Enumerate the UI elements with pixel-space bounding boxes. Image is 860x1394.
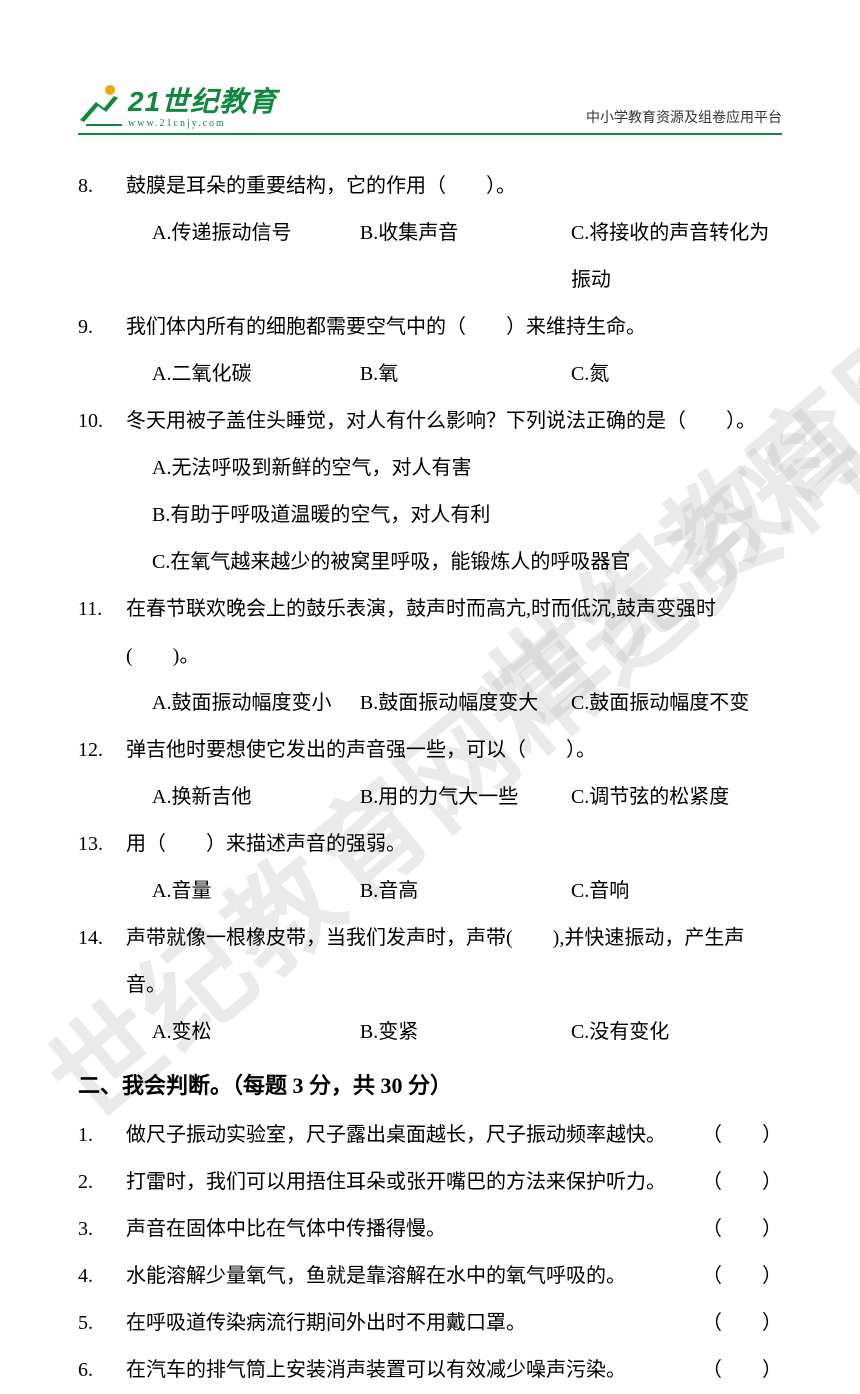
section-title: 二、我会判断。（每题 3 分，共 30 分） bbox=[78, 1060, 782, 1112]
judgment-row: 1. 做尺子振动实验室，尺子露出桌面越长，尺子振动频率越快。 （ ） bbox=[78, 1112, 782, 1159]
option-b: B.鼓面振动幅度变大 bbox=[360, 680, 571, 727]
option-c: C.在氧气越来越少的被窝里呼吸，能锻炼人的呼吸器官 bbox=[78, 539, 782, 586]
question-row: 9. 我们体内所有的细胞都需要空气中的（ ）来维持生命。 bbox=[78, 304, 782, 351]
question-text: 用（ ）来描述声音的强弱。 bbox=[126, 821, 782, 868]
judgment-row: 4. 水能溶解少量氧气，鱼就是靠溶解在水中的氧气呼吸的。 （ ） bbox=[78, 1253, 782, 1300]
question-number: 13. bbox=[78, 821, 126, 868]
judgment-text: 水能溶解少量氧气，鱼就是靠溶解在水中的氧气呼吸的。 bbox=[126, 1253, 672, 1300]
option-b: B.变紧 bbox=[360, 1009, 571, 1056]
question-row: 13. 用（ ）来描述声音的强弱。 bbox=[78, 821, 782, 868]
question-number: 3. bbox=[78, 1206, 126, 1253]
logo-text: 21世纪教育 www.21cnjy.com bbox=[128, 80, 277, 129]
judgment-row: 6. 在汽车的排气筒上安装消声装置可以有效减少噪声污染。 （ ） bbox=[78, 1347, 782, 1394]
option-b: B.有助于呼吸道温暖的空气，对人有利 bbox=[78, 492, 782, 539]
option-a: A.变松 bbox=[152, 1009, 360, 1056]
question-number: 12. bbox=[78, 727, 126, 774]
option-c: C.没有变化 bbox=[571, 1009, 781, 1056]
judgment-blank: （ ） bbox=[672, 1300, 782, 1347]
judgment-blank: （ ） bbox=[672, 1253, 782, 1300]
question-number: 14. bbox=[78, 915, 126, 1009]
judgment-text: 在汽车的排气筒上安装消声装置可以有效减少噪声污染。 bbox=[126, 1347, 672, 1394]
options-row: A.传递振动信号 B.收集声音 C.将接收的声音转化为振动 bbox=[78, 210, 782, 304]
judgment-row: 3. 声音在固体中比在气体中传播得慢。 （ ） bbox=[78, 1206, 782, 1253]
question-number: 8. bbox=[78, 163, 126, 210]
judgment-text: 在呼吸道传染病流行期间外出时不用戴口罩。 bbox=[126, 1300, 672, 1347]
page-content: 8. 鼓膜是耳朵的重要结构，它的作用（ ）。 A.传递振动信号 B.收集声音 C… bbox=[0, 135, 860, 1394]
option-a: A.无法呼吸到新鲜的空气，对人有害 bbox=[78, 445, 782, 492]
option-c: C.调节弦的松紧度 bbox=[571, 774, 781, 821]
question-text: 我们体内所有的细胞都需要空气中的（ ）来维持生命。 bbox=[126, 304, 782, 351]
question-number: 11. bbox=[78, 586, 126, 680]
option-a: A.传递振动信号 bbox=[152, 210, 360, 304]
option-b: B.音高 bbox=[360, 868, 571, 915]
option-c: C.将接收的声音转化为振动 bbox=[571, 210, 781, 304]
option-a: A.二氧化碳 bbox=[152, 351, 360, 398]
judgment-text: 打雷时，我们可以用捂住耳朵或张开嘴巴的方法来保护听力。 bbox=[126, 1159, 672, 1206]
runner-icon bbox=[78, 82, 124, 128]
question-number: 10. bbox=[78, 398, 126, 445]
question-text: 在春节联欢晚会上的鼓乐表演，鼓声时而高亢,时而低沉,鼓声变强时( )。 bbox=[126, 586, 782, 680]
question-number: 2. bbox=[78, 1159, 126, 1206]
option-c: C.鼓面振动幅度不变 bbox=[571, 680, 781, 727]
question-row: 8. 鼓膜是耳朵的重要结构，它的作用（ ）。 bbox=[78, 163, 782, 210]
options-row: A.鼓面振动幅度变小 B.鼓面振动幅度变大 C.鼓面振动幅度不变 bbox=[78, 680, 782, 727]
question-number: 6. bbox=[78, 1347, 126, 1394]
judgment-blank: （ ） bbox=[672, 1347, 782, 1394]
judgment-blank: （ ） bbox=[672, 1112, 782, 1159]
option-b: B.收集声音 bbox=[360, 210, 571, 304]
page-header: 21世纪教育 www.21cnjy.com 中小学教育资源及组卷应用平台 bbox=[0, 0, 860, 129]
question-number: 5. bbox=[78, 1300, 126, 1347]
question-text: 声带就像一根橡皮带，当我们发声时，声带( ),并快速振动，产生声音。 bbox=[126, 915, 782, 1009]
judgment-row: 5. 在呼吸道传染病流行期间外出时不用戴口罩。 （ ） bbox=[78, 1300, 782, 1347]
question-number: 9. bbox=[78, 304, 126, 351]
options-row: A.换新吉他 B.用的力气大一些 C.调节弦的松紧度 bbox=[78, 774, 782, 821]
judgment-blank: （ ） bbox=[672, 1159, 782, 1206]
options-row: A.变松 B.变紧 C.没有变化 bbox=[78, 1009, 782, 1056]
question-text: 弹吉他时要想使它发出的声音强一些，可以（ ）。 bbox=[126, 727, 782, 774]
judgment-text: 声音在固体中比在气体中传播得慢。 bbox=[126, 1206, 672, 1253]
question-row: 14. 声带就像一根橡皮带，当我们发声时，声带( ),并快速振动，产生声音。 bbox=[78, 915, 782, 1009]
option-a: A.换新吉他 bbox=[152, 774, 360, 821]
question-text: 冬天用被子盖住头睡觉，对人有什么影响？下列说法正确的是（ ）。 bbox=[126, 398, 782, 445]
question-row: 10. 冬天用被子盖住头睡觉，对人有什么影响？下列说法正确的是（ ）。 bbox=[78, 398, 782, 445]
logo-title: 21世纪教育 bbox=[128, 80, 277, 120]
judgment-row: 2. 打雷时，我们可以用捂住耳朵或张开嘴巴的方法来保护听力。 （ ） bbox=[78, 1159, 782, 1206]
logo-subtitle: www.21cnjy.com bbox=[128, 118, 277, 129]
option-a: A.音量 bbox=[152, 868, 360, 915]
question-row: 12. 弹吉他时要想使它发出的声音强一些，可以（ ）。 bbox=[78, 727, 782, 774]
options-row: A.音量 B.音高 C.音响 bbox=[78, 868, 782, 915]
question-number: 4. bbox=[78, 1253, 126, 1300]
header-right-text: 中小学教育资源及组卷应用平台 bbox=[586, 107, 782, 129]
option-a: A.鼓面振动幅度变小 bbox=[152, 680, 360, 727]
option-b: B.氧 bbox=[360, 351, 571, 398]
question-row: 11. 在春节联欢晚会上的鼓乐表演，鼓声时而高亢,时而低沉,鼓声变强时( )。 bbox=[78, 586, 782, 680]
question-text: 鼓膜是耳朵的重要结构，它的作用（ ）。 bbox=[126, 163, 782, 210]
judgment-blank: （ ） bbox=[672, 1206, 782, 1253]
option-c: C.氮 bbox=[571, 351, 781, 398]
option-b: B.用的力气大一些 bbox=[360, 774, 571, 821]
option-c: C.音响 bbox=[571, 868, 781, 915]
logo-block: 21世纪教育 www.21cnjy.com bbox=[78, 80, 277, 129]
options-row: A.二氧化碳 B.氧 C.氮 bbox=[78, 351, 782, 398]
judgment-text: 做尺子振动实验室，尺子露出桌面越长，尺子振动频率越快。 bbox=[126, 1112, 672, 1159]
question-number: 1. bbox=[78, 1112, 126, 1159]
